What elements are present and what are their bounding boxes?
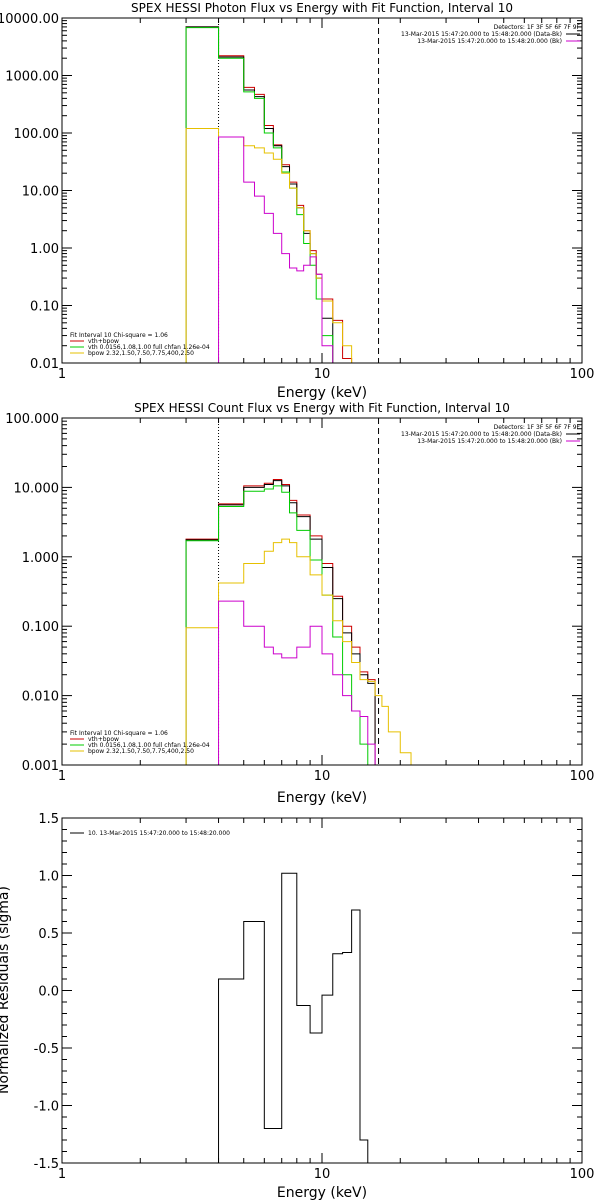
y-tick-label: -1.0: [34, 1100, 59, 1115]
x-tick-label: 100: [570, 367, 595, 382]
y-tick-label: 10000.00: [0, 12, 59, 27]
y-tick-label: 0.0: [38, 985, 59, 1000]
series-vth: [185, 485, 376, 766]
y-tick-label: 100.00: [14, 127, 60, 142]
photon-flux-info: Detectors: 1F 3F 5F 6F 7F 9F 13-Mar-2015…: [401, 24, 581, 45]
y-tick-label: 1.0: [38, 870, 59, 885]
photon-flux-axes-frame: [61, 17, 583, 364]
y-tick-label: 0.5: [38, 927, 59, 942]
count-flux-legend: Fit Interval 10 Chi-square = 1.06 vth+bp…: [70, 730, 210, 755]
y-tick-label: 1.000: [22, 551, 59, 566]
count-flux-title: SPEX HESSI Count Flux vs Energy with Fit…: [134, 401, 510, 415]
series-bkg: [186, 136, 343, 364]
y-tick-label: 0.01: [30, 357, 59, 372]
photon-flux-panel: SPEX HESSI Photon Flux vs Energy with Fi…: [0, 1, 594, 401]
y-tick-label: 100.000: [5, 412, 59, 427]
legend-total-label: vth+bpow: [88, 338, 119, 345]
series-bkg: [186, 600, 376, 766]
y-tick-label: -1.5: [34, 1157, 59, 1172]
series-data: [185, 26, 353, 363]
photon-flux-title: SPEX HESSI Photon Flux vs Energy with Fi…: [131, 1, 513, 15]
legend-vth-label: vth 0.0156,1.08,1.00 full chfan 1.26e-04: [88, 742, 210, 749]
info-detectors: Detectors: 1F 3F 5F 6F 7F 9F: [494, 424, 581, 431]
y-tick-label: 1000.00: [5, 70, 59, 85]
x-tick-label: 10: [314, 1167, 331, 1182]
count-flux-panel: SPEX HESSI Count Flux vs Energy with Fit…: [5, 401, 594, 806]
series-vth: [185, 27, 343, 364]
series-vth-bpow: [185, 26, 343, 364]
legend-fit-line: Fit Interval 10 Chi-square = 1.06: [70, 332, 168, 339]
series-data: [185, 478, 376, 765]
legend-residual-label: 10. 13-Mar-2015 15:47:20.000 to 15:48:20…: [88, 830, 230, 837]
y-tick-label: 10.00: [22, 185, 59, 200]
y-tick-label: 0.010: [22, 690, 59, 705]
count-flux-info: Detectors: 1F 3F 5F 6F 7F 9F 13-Mar-2015…: [401, 424, 581, 445]
info-data-interval: 13-Mar-2015 15:47:20.000 to 15:48:20.000…: [401, 431, 562, 438]
x-tick-label: 100: [570, 1167, 595, 1182]
info-detectors: Detectors: 1F 3F 5F 6F 7F 9F: [494, 24, 581, 31]
x-tick-label: 10: [314, 769, 331, 784]
info-bk-interval: 13-Mar-2015 15:47:20.000 to 15:48:20.000…: [417, 38, 562, 45]
residuals-axes-frame: [61, 817, 583, 1164]
residuals-legend: 10. 13-Mar-2015 15:47:20.000 to 15:48:20…: [70, 830, 230, 837]
legend-bpow-label: bpow 2.32,1.50,7.50,7.75,400,2.50: [88, 748, 194, 755]
photon-flux-xlabel: Energy (keV): [277, 385, 367, 401]
y-tick-label: 1.00: [30, 242, 59, 257]
photon-flux-legend: Fit Interval 10 Chi-square = 1.06 vth+bp…: [70, 332, 210, 357]
legend-fit-line: Fit Interval 10 Chi-square = 1.06: [70, 730, 168, 737]
series-bpow: [185, 538, 412, 765]
residuals-xlabel: Energy (keV): [277, 1185, 367, 1200]
legend-bpow-label: bpow 2.32,1.50,7.50,7.75,400,2.50: [88, 350, 194, 357]
residuals-marks: 1 10 100 -1.5 -1.0 -0.5 0.0 0.5 1.0 1.5: [34, 812, 595, 1182]
photon-flux-marks: 1 10 100 0.01 0.10 1.00 10.00 100.00 1000.00 1000…: [0, 12, 594, 382]
y-tick-label: 1.5: [38, 812, 59, 827]
x-tick-label: 100: [570, 769, 595, 784]
y-tick-label: -0.5: [34, 1042, 59, 1057]
info-bk-interval: 13-Mar-2015 15:47:20.000 to 15:48:20.000…: [417, 438, 562, 445]
count-flux-marks: 1 10 100 0.001 0.010 0.100 1.000 10.000 100.000: [5, 412, 594, 784]
y-tick-label: 0.001: [22, 759, 59, 774]
legend-total-label: vth+bpow: [88, 736, 119, 743]
count-flux-xlabel: Energy (keV): [277, 790, 367, 806]
x-tick-label: 10: [314, 367, 331, 382]
x-tick-label: 1: [58, 1167, 66, 1182]
y-tick-label: 10.000: [14, 481, 60, 496]
legend-vth-label: vth 0.0156,1.08,1.00 full chfan 1.26e-04: [88, 344, 210, 351]
residuals-panel: Energy (keV) Normalized Residuals (sigma…: [0, 812, 594, 1200]
series-residuals: [218, 872, 369, 1163]
x-tick-label: 1: [58, 769, 66, 784]
y-tick-label: 0.100: [22, 620, 59, 635]
series-bpow: [185, 127, 360, 364]
count-flux-axes-frame: [61, 417, 583, 766]
y-tick-label: 0.10: [30, 300, 59, 315]
x-tick-label: 1: [58, 367, 66, 382]
series-vth-bpow: [185, 480, 376, 765]
info-data-interval: 13-Mar-2015 15:47:20.000 to 15:48:20.000…: [401, 31, 562, 38]
residuals-ylabel: Normalized Residuals (sigma): [0, 886, 12, 1094]
